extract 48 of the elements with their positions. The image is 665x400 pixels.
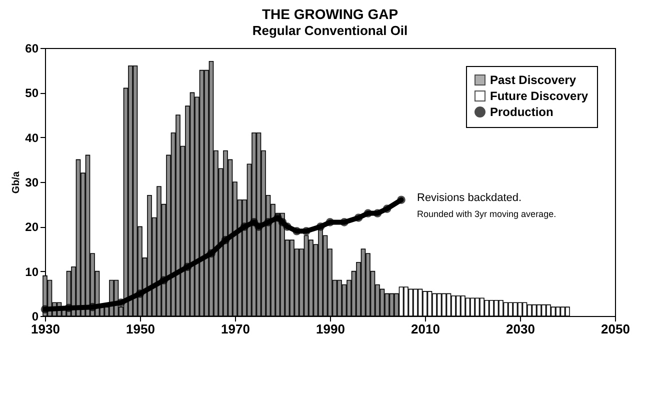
x-tick-label: 1970 — [221, 322, 250, 336]
x-tick-label: 1950 — [126, 322, 155, 336]
point — [373, 209, 382, 218]
point — [250, 218, 258, 226]
x-tick-label: 1930 — [31, 322, 60, 336]
y-tick-label: 50 — [25, 86, 39, 100]
point — [88, 302, 97, 312]
legend-label: Production — [490, 105, 554, 119]
legend-label: Past Discovery — [490, 73, 576, 87]
point — [160, 276, 168, 284]
point — [382, 204, 392, 213]
point — [274, 214, 282, 222]
y-tick-label: 10 — [25, 264, 39, 279]
chart-subtitle: Regular Conventional Oil — [252, 23, 408, 38]
point — [326, 218, 334, 226]
point — [316, 222, 325, 231]
point — [278, 218, 287, 226]
point — [397, 196, 406, 204]
point — [302, 226, 310, 236]
point — [264, 218, 272, 226]
point — [64, 304, 73, 312]
point — [40, 305, 50, 314]
point — [364, 209, 372, 218]
legend-label: Future Discovery — [490, 89, 588, 103]
point — [221, 236, 230, 244]
point — [254, 222, 263, 231]
point — [240, 222, 249, 231]
point — [116, 298, 126, 307]
point — [340, 218, 348, 226]
point — [136, 290, 144, 298]
x-tick-label: 2050 — [601, 322, 630, 336]
y-tick-label: 60 — [25, 42, 39, 56]
point — [283, 222, 292, 231]
point — [207, 249, 216, 258]
y-axis-title: Gb/a — [11, 170, 22, 194]
x-tick-label: 2030 — [506, 322, 535, 336]
annotation: Revisions backdated. — [417, 192, 522, 204]
point — [183, 262, 192, 272]
y-tick-label: 30 — [25, 176, 39, 190]
chart-title: THE GROWING GAP — [262, 6, 398, 22]
y-tick-label: 40 — [25, 130, 39, 145]
point — [292, 226, 301, 236]
annotation: Rounded with 3yr moving average. — [417, 209, 556, 219]
y-tick-label: 0 — [32, 310, 39, 324]
point — [354, 214, 363, 222]
x-tick-label: 1990 — [316, 322, 345, 336]
y-tick-label: 20 — [25, 220, 39, 234]
x-tick-label: 2010 — [411, 322, 440, 336]
